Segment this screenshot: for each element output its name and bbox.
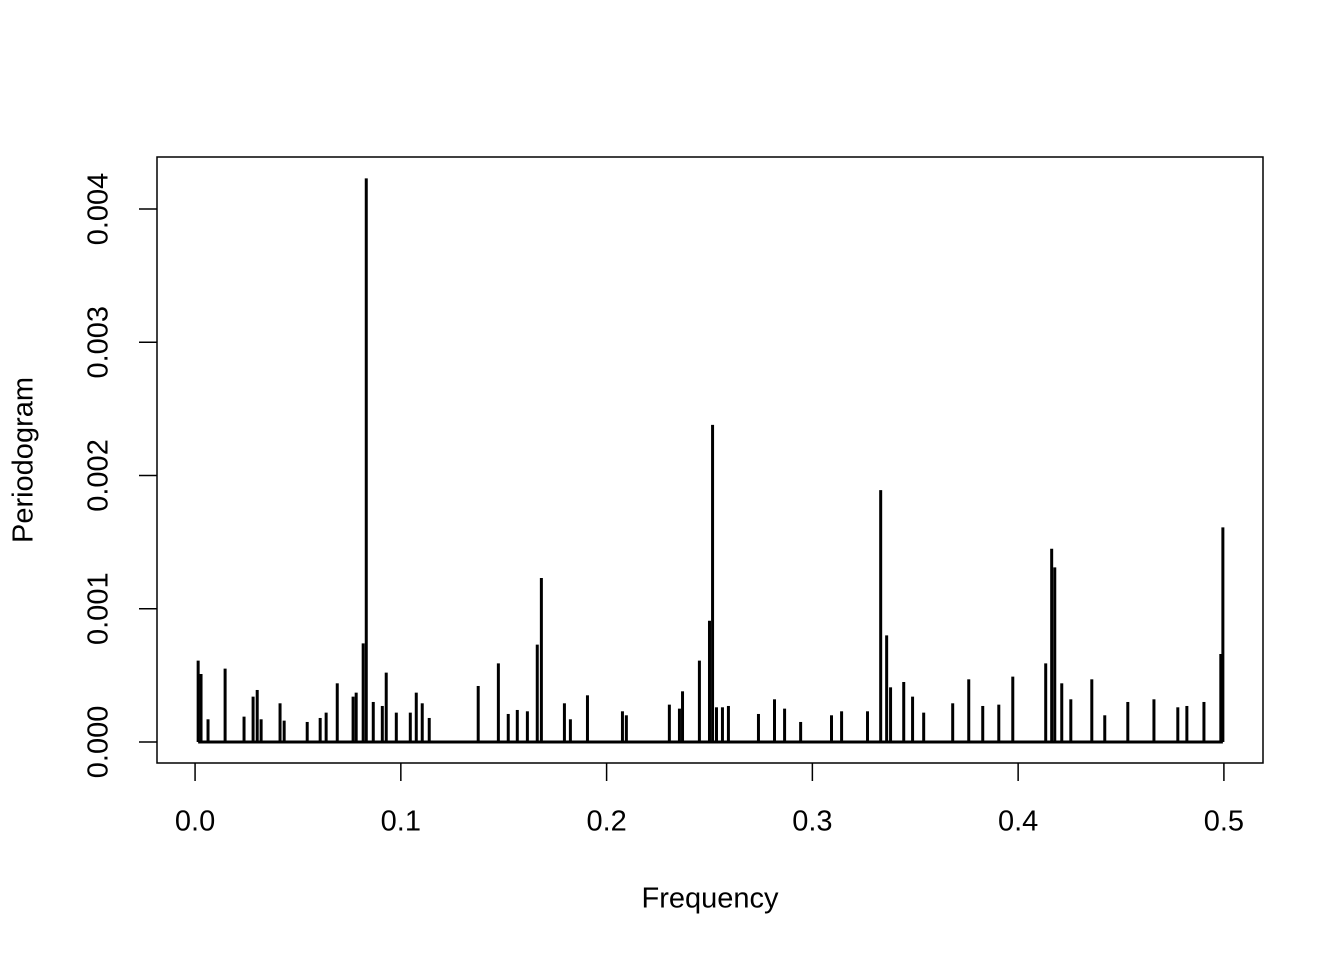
y-tick-label: 0.000 — [83, 706, 115, 779]
x-tick-label: 0.4 — [998, 806, 1038, 838]
y-axis-label: Periodogram — [8, 377, 40, 543]
y-tick-label: 0.004 — [83, 173, 115, 246]
x-tick-label: 0.3 — [792, 806, 832, 838]
y-tick-label: 0.003 — [83, 306, 115, 379]
x-tick-label: 0.0 — [175, 806, 215, 838]
x-tick-label: 0.5 — [1204, 806, 1244, 838]
x-tick-label: 0.1 — [381, 806, 421, 838]
x-tick-label: 0.2 — [586, 806, 626, 838]
y-tick-label: 0.002 — [83, 439, 115, 512]
y-tick-label: 0.001 — [83, 572, 115, 645]
x-axis-label: Frequency — [641, 883, 779, 915]
plot-box — [156, 156, 1264, 764]
